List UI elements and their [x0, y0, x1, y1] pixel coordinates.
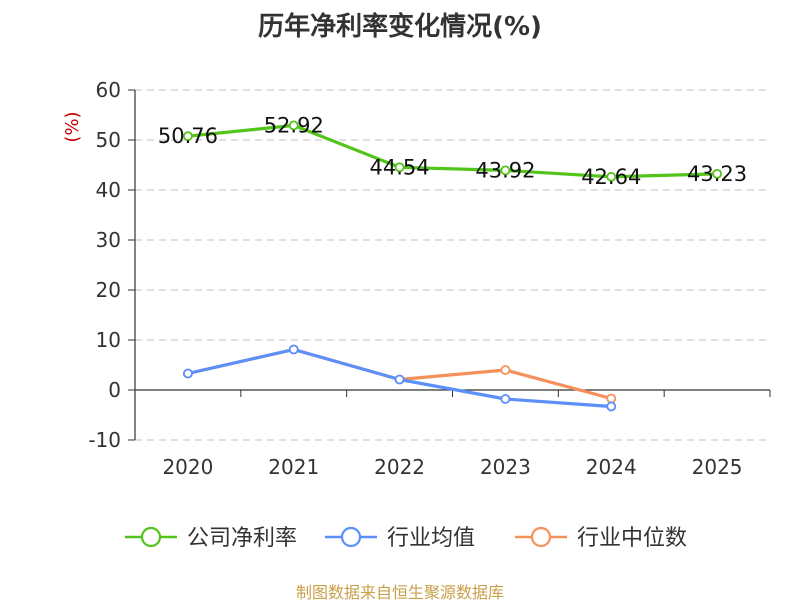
legend-label[interactable]: 行业均值: [387, 526, 475, 551]
x-tick-label: 2023: [480, 455, 531, 479]
legend-marker: [140, 526, 162, 548]
y-tick-label: 0: [108, 378, 121, 402]
data-label: 42.64: [581, 165, 641, 189]
y-tick-label: 30: [96, 228, 121, 252]
data-label: 44.54: [370, 155, 430, 179]
x-tick-label: 2022: [374, 455, 425, 479]
legend-marker: [530, 526, 552, 548]
data-point[interactable]: [500, 365, 511, 375]
data-point[interactable]: [606, 393, 617, 404]
x-tick-label: 2025: [692, 455, 743, 479]
y-tick-label: -10: [88, 428, 121, 452]
data-point[interactable]: [606, 171, 617, 182]
data-point[interactable]: [288, 344, 299, 355]
data-point[interactable]: [288, 120, 299, 131]
chart-title: 历年净利率变化情况(%): [258, 12, 542, 42]
x-tick-label: 2024: [586, 455, 637, 479]
y-tick-label: 20: [96, 278, 121, 302]
x-tick-label: 2020: [162, 455, 213, 479]
y-tick-label: 50: [96, 128, 121, 152]
data-label: 52.92: [264, 113, 324, 137]
source-note: 制图数据来自恒生聚源数据库: [295, 583, 504, 602]
data-label: 43.92: [475, 158, 535, 182]
data-point[interactable]: [183, 131, 193, 142]
series-line: [186, 123, 719, 179]
data-point[interactable]: [500, 165, 511, 176]
legend-marker: [340, 526, 362, 548]
legend-label[interactable]: 公司净利率: [187, 526, 297, 551]
data-point[interactable]: [712, 168, 722, 179]
legend-label[interactable]: 行业中位数: [577, 526, 687, 551]
y-tick-label: 40: [96, 178, 121, 202]
data-point[interactable]: [394, 374, 405, 385]
y-tick-label: 10: [96, 328, 121, 352]
data-point[interactable]: [394, 162, 405, 173]
y-axis-label: (%): [62, 111, 83, 142]
data-label: 43.23: [687, 162, 747, 186]
y-tick-label: 60: [96, 78, 121, 102]
data-point[interactable]: [606, 401, 617, 412]
data-label: 50.76: [158, 124, 218, 148]
series-line: [186, 347, 613, 401]
data-point[interactable]: [183, 368, 193, 379]
x-tick-label: 2021: [268, 455, 319, 479]
data-point[interactable]: [500, 394, 511, 404]
